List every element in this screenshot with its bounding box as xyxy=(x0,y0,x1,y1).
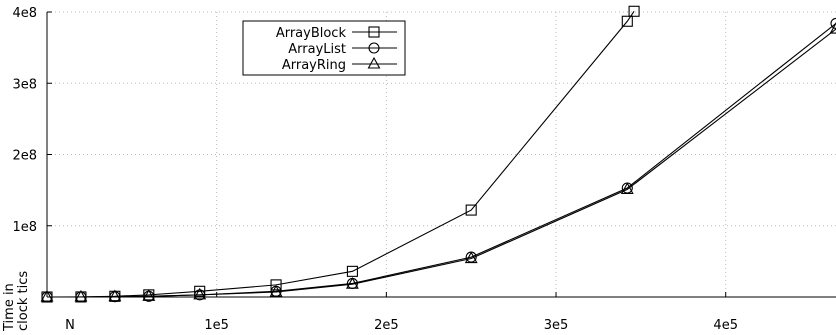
y-axis-label: Time inclock tics xyxy=(2,271,31,332)
data-point-arrayring xyxy=(74,289,88,302)
x-tick-label: 2e5 xyxy=(374,318,399,333)
legend-label-arrayblock: ArrayBlock xyxy=(276,26,347,41)
tick-labels: 1e5 2e5 3e5 4e5 1e8 2e8 3e8 4e8 xyxy=(12,6,738,333)
series-line-arrayring xyxy=(47,28,836,298)
y-axis-label-line: Time in xyxy=(2,283,17,332)
data-point-arrayring xyxy=(269,284,283,297)
x-tick-label: 3e5 xyxy=(544,318,569,333)
axes xyxy=(46,12,836,298)
series-arrayring xyxy=(40,21,836,302)
data-point-arrayring xyxy=(464,251,478,264)
data-point-arrayblock xyxy=(194,285,206,297)
data-point-arrayblock xyxy=(270,279,282,291)
data-point-arrayring xyxy=(620,182,634,194)
series xyxy=(40,5,836,303)
legend-marker-arraylist xyxy=(368,42,380,54)
data-point-arrayring xyxy=(193,287,207,300)
data-point-arrayring xyxy=(40,289,54,302)
data-point-arrayring xyxy=(829,21,836,34)
x-tick-label: 4e5 xyxy=(713,318,738,333)
data-point-arrayblock xyxy=(346,265,358,277)
legend-label-arraylist: ArrayList xyxy=(288,42,346,57)
legend-label-arrayring: ArrayRing xyxy=(282,58,346,73)
series-arraylist xyxy=(41,17,836,303)
data-point-arrayblock xyxy=(621,15,633,27)
data-point-arrayring xyxy=(142,289,156,301)
data-point-arrayring xyxy=(108,289,122,302)
series-line-arraylist xyxy=(47,22,836,298)
y-tick-label: 3e8 xyxy=(12,77,37,92)
data-point-arraylist xyxy=(830,17,836,29)
y-axis-label-line: clock tics xyxy=(16,271,31,331)
data-point-arrayring xyxy=(345,277,359,289)
x-tick-label: 1e5 xyxy=(204,318,229,333)
legend-marker-arrayblock xyxy=(368,26,380,38)
y-tick-label: 2e8 xyxy=(12,149,37,164)
y-tick-label: 4e8 xyxy=(12,6,37,21)
y-tick-label: 1e8 xyxy=(12,220,37,235)
x-axis-label: N xyxy=(65,318,75,333)
legend-marker-arrayring xyxy=(367,56,381,69)
data-point-arrayblock xyxy=(465,204,477,216)
data-point-arrayblock xyxy=(628,5,640,17)
y-axis-label-text: Time inclock tics xyxy=(2,271,31,332)
grid xyxy=(47,11,836,297)
